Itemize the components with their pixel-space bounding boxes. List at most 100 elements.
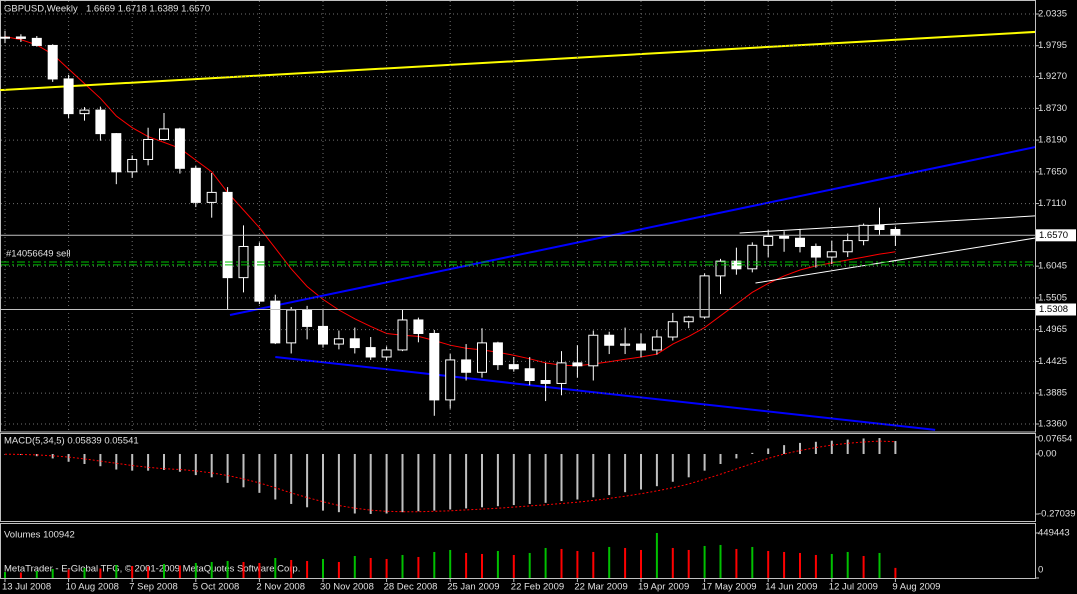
- x-tick-label: 2 Nov 2008: [256, 582, 305, 593]
- candle-body: [604, 334, 615, 346]
- candle-body: [588, 334, 599, 367]
- macd-pane-frame: [0, 433, 1036, 522]
- candle-body: [286, 309, 297, 344]
- candle-body: [365, 347, 376, 358]
- candle-body: [397, 319, 408, 351]
- candle-body: [747, 244, 758, 270]
- candle-body: [810, 245, 821, 258]
- candle-body: [15, 36, 26, 39]
- candle-body: [190, 167, 201, 203]
- candle-body: [461, 359, 472, 373]
- candle-body: [413, 319, 424, 334]
- candle-body: [651, 336, 662, 351]
- volume-title: Volumes 100942: [4, 530, 75, 541]
- candle-body: [333, 338, 344, 345]
- y-tick-label: 1.5505: [1038, 292, 1067, 303]
- y-tick-label: 1.7110: [1038, 198, 1066, 209]
- candle-body: [636, 343, 646, 351]
- candle-body: [206, 191, 217, 203]
- x-tick-label: 22 Mar 2009: [574, 582, 627, 593]
- candle-body: [95, 109, 106, 135]
- y-tick-label: 1.9270: [1038, 71, 1067, 82]
- candle-body: [858, 224, 869, 242]
- y-tick-label: 1.6045: [1038, 261, 1067, 272]
- x-tick-label: 10 Aug 2008: [66, 582, 119, 593]
- candle-body: [795, 237, 805, 247]
- y-tick-label: 1.4425: [1038, 356, 1067, 367]
- y-tick-label: 1.8730: [1038, 103, 1067, 114]
- candle-body: [524, 368, 535, 382]
- candle-body: [620, 343, 631, 346]
- x-tick-label: 13 Jul 2008: [2, 582, 51, 593]
- candle-body: [270, 300, 281, 344]
- x-tick-label: 22 Feb 2009: [511, 582, 564, 593]
- y-tick-label: -0.27039: [1038, 509, 1076, 520]
- candle-body: [0, 36, 10, 39]
- x-tick-label: 19 Apr 2009: [638, 582, 689, 593]
- candle-body: [302, 309, 313, 327]
- candle-body: [254, 245, 265, 302]
- y-tick-label: 449443: [1038, 528, 1070, 539]
- price-pane-frame: [0, 0, 1036, 433]
- candle-body: [31, 37, 42, 46]
- y-tick-label: 1.8190: [1038, 135, 1067, 146]
- y-tick-label: 1.9795: [1038, 40, 1067, 51]
- ohlc-readout: 1.6669 1.6718 1.6389 1.6570: [86, 4, 210, 15]
- volume-pane-frame: [0, 523, 1036, 579]
- candle-body: [826, 251, 837, 258]
- candle-body: [572, 362, 583, 367]
- candle-body: [47, 44, 58, 80]
- copyright-note: MetaTrader - E-Global TFG, © 2001-2009 M…: [4, 564, 300, 575]
- candle-body: [318, 325, 328, 345]
- candle-body: [540, 380, 551, 384]
- trend-line: [229, 146, 1035, 316]
- candle-body: [174, 128, 185, 169]
- y-tick-label: 2.0335: [1038, 9, 1067, 20]
- candle-body: [890, 228, 901, 236]
- order-label: #14056649 sell: [6, 248, 70, 259]
- price-label: 1.5308: [1039, 304, 1068, 315]
- candle-body: [715, 260, 726, 277]
- x-tick-label: 7 Sep 2008: [129, 582, 178, 593]
- x-tick-label: 5 Oct 2008: [193, 582, 239, 593]
- y-tick-label: 0: [1038, 565, 1043, 576]
- y-tick-label: 0.07654: [1038, 434, 1072, 445]
- candle-body: [763, 235, 774, 246]
- y-tick-label: 1.4965: [1038, 324, 1067, 335]
- candle-body: [445, 359, 456, 401]
- trend-line: [0, 30, 1035, 92]
- price-label: 1.6570: [1039, 230, 1068, 241]
- price-label-box: [1036, 303, 1076, 316]
- candle-body: [508, 364, 519, 370]
- macd-signal: [4, 440, 896, 513]
- candle-body: [477, 342, 487, 373]
- candle-body: [127, 158, 138, 173]
- y-tick-label: 1.3360: [1038, 419, 1067, 430]
- x-tick-label: 30 Nov 2008: [320, 582, 374, 593]
- x-tick-label: 25 Jan 2009: [447, 582, 499, 593]
- y-tick-label: 0.00: [1038, 449, 1057, 460]
- x-tick-label: 28 Dec 2008: [384, 582, 438, 593]
- x-tick-label: 14 Jun 2009: [765, 582, 817, 593]
- candle-body: [159, 128, 169, 140]
- candle-body: [429, 332, 440, 401]
- trend-line: [755, 237, 1035, 284]
- x-tick-label: 9 Aug 2009: [892, 582, 940, 593]
- candle-body: [492, 342, 503, 366]
- candle-body: [556, 362, 567, 384]
- price-label-box: [1036, 229, 1076, 242]
- candle-body: [143, 138, 154, 160]
- candle-body: [699, 275, 710, 318]
- x-tick-label: 17 May 2009: [702, 582, 757, 593]
- trend-line: [739, 215, 1035, 234]
- candle-body: [79, 109, 90, 115]
- candle-body: [874, 224, 885, 230]
- candle-body: [63, 78, 74, 115]
- candle-body: [111, 133, 122, 173]
- x-tick-label: 12 Jul 2009: [829, 582, 878, 593]
- y-tick-label: 1.7650: [1038, 166, 1067, 177]
- symbol-title: GBPUSD,Weekly: [4, 4, 78, 15]
